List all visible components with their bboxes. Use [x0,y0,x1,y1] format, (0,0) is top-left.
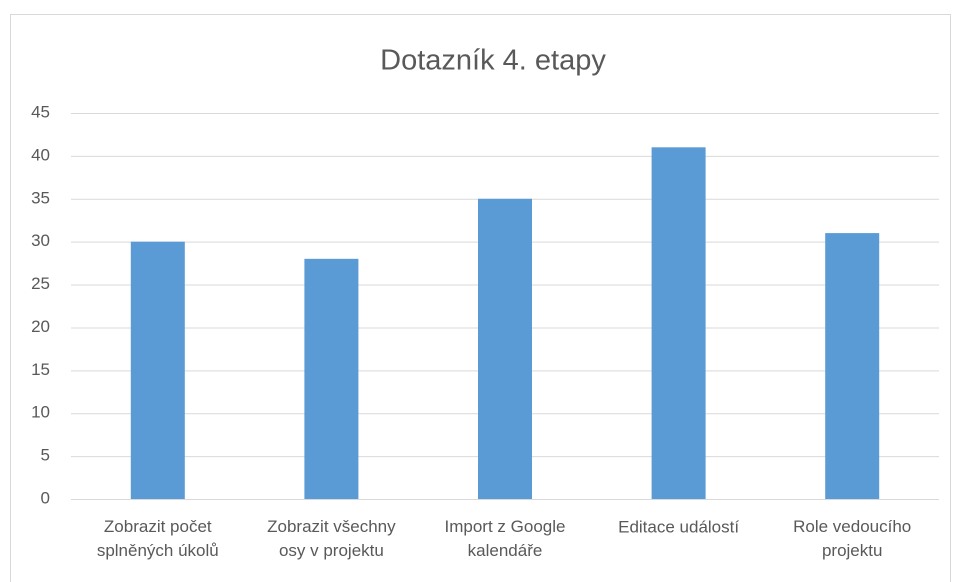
x-tick-label: Zobrazit počet splněných úkolů [97,517,219,560]
y-tick-label: 5 [41,446,50,465]
x-tick-label: Import z Google kalendáře [445,517,566,560]
x-tick-label: Zobrazit všechny osy v projektu [267,517,396,560]
y-tick-label: 40 [31,145,50,164]
bar [304,258,359,499]
x-tick-label: Editace událostí [618,517,739,536]
bar [825,233,880,500]
y-tick-label: 10 [31,403,50,422]
y-tick-label: 15 [31,360,50,379]
y-tick-label: 0 [41,488,50,507]
y-tick-label: 35 [31,188,50,207]
chart-title: Dotazník 4. etapy [380,45,606,77]
y-tick-label: 20 [31,317,50,336]
bar [130,241,185,499]
x-tick-label: Role vedoucího projektu [793,517,911,560]
bar [478,198,532,499]
bar [651,147,706,500]
y-tick-label: 30 [31,231,50,250]
y-tick-label: 45 [31,102,50,121]
y-tick-label: 25 [31,274,50,293]
